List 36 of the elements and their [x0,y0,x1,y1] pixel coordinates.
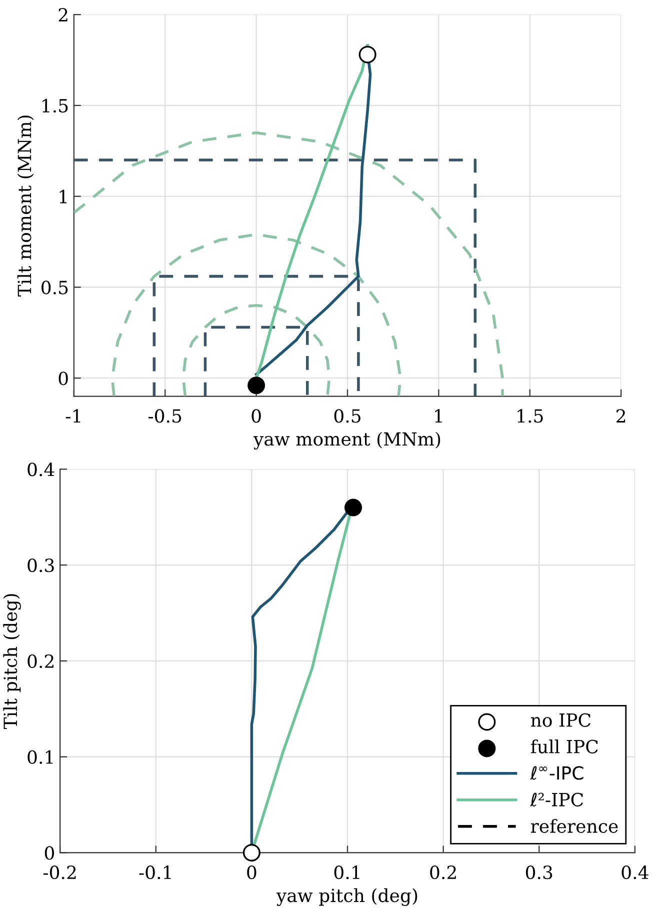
legend-label: full IPC [530,739,598,754]
y-tick-label: 0.2 [28,654,54,668]
y-tick-label: 1.5 [42,98,68,113]
y-axis-title: Tilt pitch (deg) [3,594,21,730]
x-axis-title: yaw pitch (deg) [276,888,418,906]
legend-label: reference [530,818,618,833]
x-tick-label: 0 [247,866,256,880]
x-tick-label: 0.3 [526,866,552,880]
y-tick-label: 0 [58,372,68,386]
x-tick-label: 1 [435,409,442,423]
y-tick-label: 1 [60,190,66,204]
y-tick-label: 0.3 [28,558,54,572]
x-tick-label: 0.1 [334,866,360,880]
x-tick-label: 0.2 [430,866,456,880]
y-tick-label: 0 [44,846,54,860]
x-tick-label: 1.5 [518,409,543,423]
x-tick-label: -0.5 [148,409,182,423]
x-tick-label: 0.4 [622,866,648,880]
y-tick-label: 0.4 [28,462,54,476]
x-tick-label: -0.1 [139,866,171,880]
x-tick-label: -1 [66,409,80,423]
x-tick-label: 2 [616,409,626,423]
y-tick-label: 2 [58,8,68,22]
y-tick-label: 0.5 [42,280,68,294]
legend-label: ℓ$^{∞}$-IPC [530,766,584,780]
y-axis-title: Tilt moment (MNm) [17,116,34,297]
x-tick-label: 0.5 [334,409,360,423]
x-tick-label: -0.2 [43,866,76,880]
line-series [74,131,504,396]
line-series [110,233,402,396]
legend-label: no IPC [530,713,590,727]
legend-label: ℓ²-IPC [530,792,584,806]
line-series [182,304,331,396]
x-tick-label: 0 [252,409,261,423]
x-axis-title: yaw moment (MNm) [253,432,440,450]
y-tick-label: 0.1 [28,750,53,764]
